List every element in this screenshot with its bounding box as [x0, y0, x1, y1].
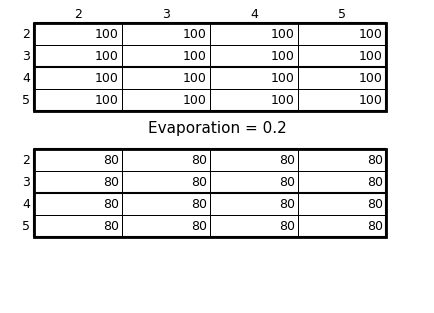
Text: 4: 4 [22, 198, 30, 211]
Text: 5: 5 [338, 8, 346, 20]
Text: 100: 100 [95, 94, 119, 106]
Text: 100: 100 [359, 49, 383, 63]
Text: 3: 3 [162, 8, 170, 20]
Text: 80: 80 [103, 198, 119, 211]
Text: 80: 80 [367, 219, 383, 233]
Text: 80: 80 [103, 176, 119, 188]
Text: 80: 80 [191, 198, 207, 211]
Text: 2: 2 [22, 28, 30, 40]
Text: 80: 80 [367, 198, 383, 211]
Text: 80: 80 [103, 153, 119, 167]
Text: 100: 100 [359, 71, 383, 85]
Text: 100: 100 [183, 94, 207, 106]
Text: 3: 3 [22, 49, 30, 63]
Text: 100: 100 [271, 94, 295, 106]
Bar [34, 149, 386, 237]
Text: 100: 100 [95, 49, 119, 63]
Text: 2: 2 [74, 8, 82, 20]
Text: 80: 80 [279, 153, 295, 167]
Text: 3: 3 [22, 176, 30, 188]
Text: 100: 100 [95, 71, 119, 85]
Text: 100: 100 [271, 71, 295, 85]
Text: 5: 5 [22, 219, 30, 233]
Text: 80: 80 [191, 153, 207, 167]
Text: 80: 80 [367, 153, 383, 167]
Bar [34, 23, 386, 111]
Text: 100: 100 [183, 28, 207, 40]
Text: 80: 80 [103, 219, 119, 233]
Text: 80: 80 [367, 176, 383, 188]
Text: 100: 100 [359, 94, 383, 106]
Text: 5: 5 [22, 94, 30, 106]
Text: 100: 100 [271, 49, 295, 63]
Text: 80: 80 [279, 219, 295, 233]
Text: 80: 80 [191, 219, 207, 233]
Text: 100: 100 [95, 28, 119, 40]
Text: Evaporation = 0.2: Evaporation = 0.2 [148, 121, 286, 136]
Text: 100: 100 [183, 71, 207, 85]
Text: 80: 80 [279, 198, 295, 211]
Text: 2: 2 [22, 153, 30, 167]
Text: 80: 80 [279, 176, 295, 188]
Text: 100: 100 [271, 28, 295, 40]
Text: 100: 100 [183, 49, 207, 63]
Text: 100: 100 [359, 28, 383, 40]
Text: 4: 4 [22, 71, 30, 85]
Text: 80: 80 [191, 176, 207, 188]
Text: 4: 4 [250, 8, 258, 20]
